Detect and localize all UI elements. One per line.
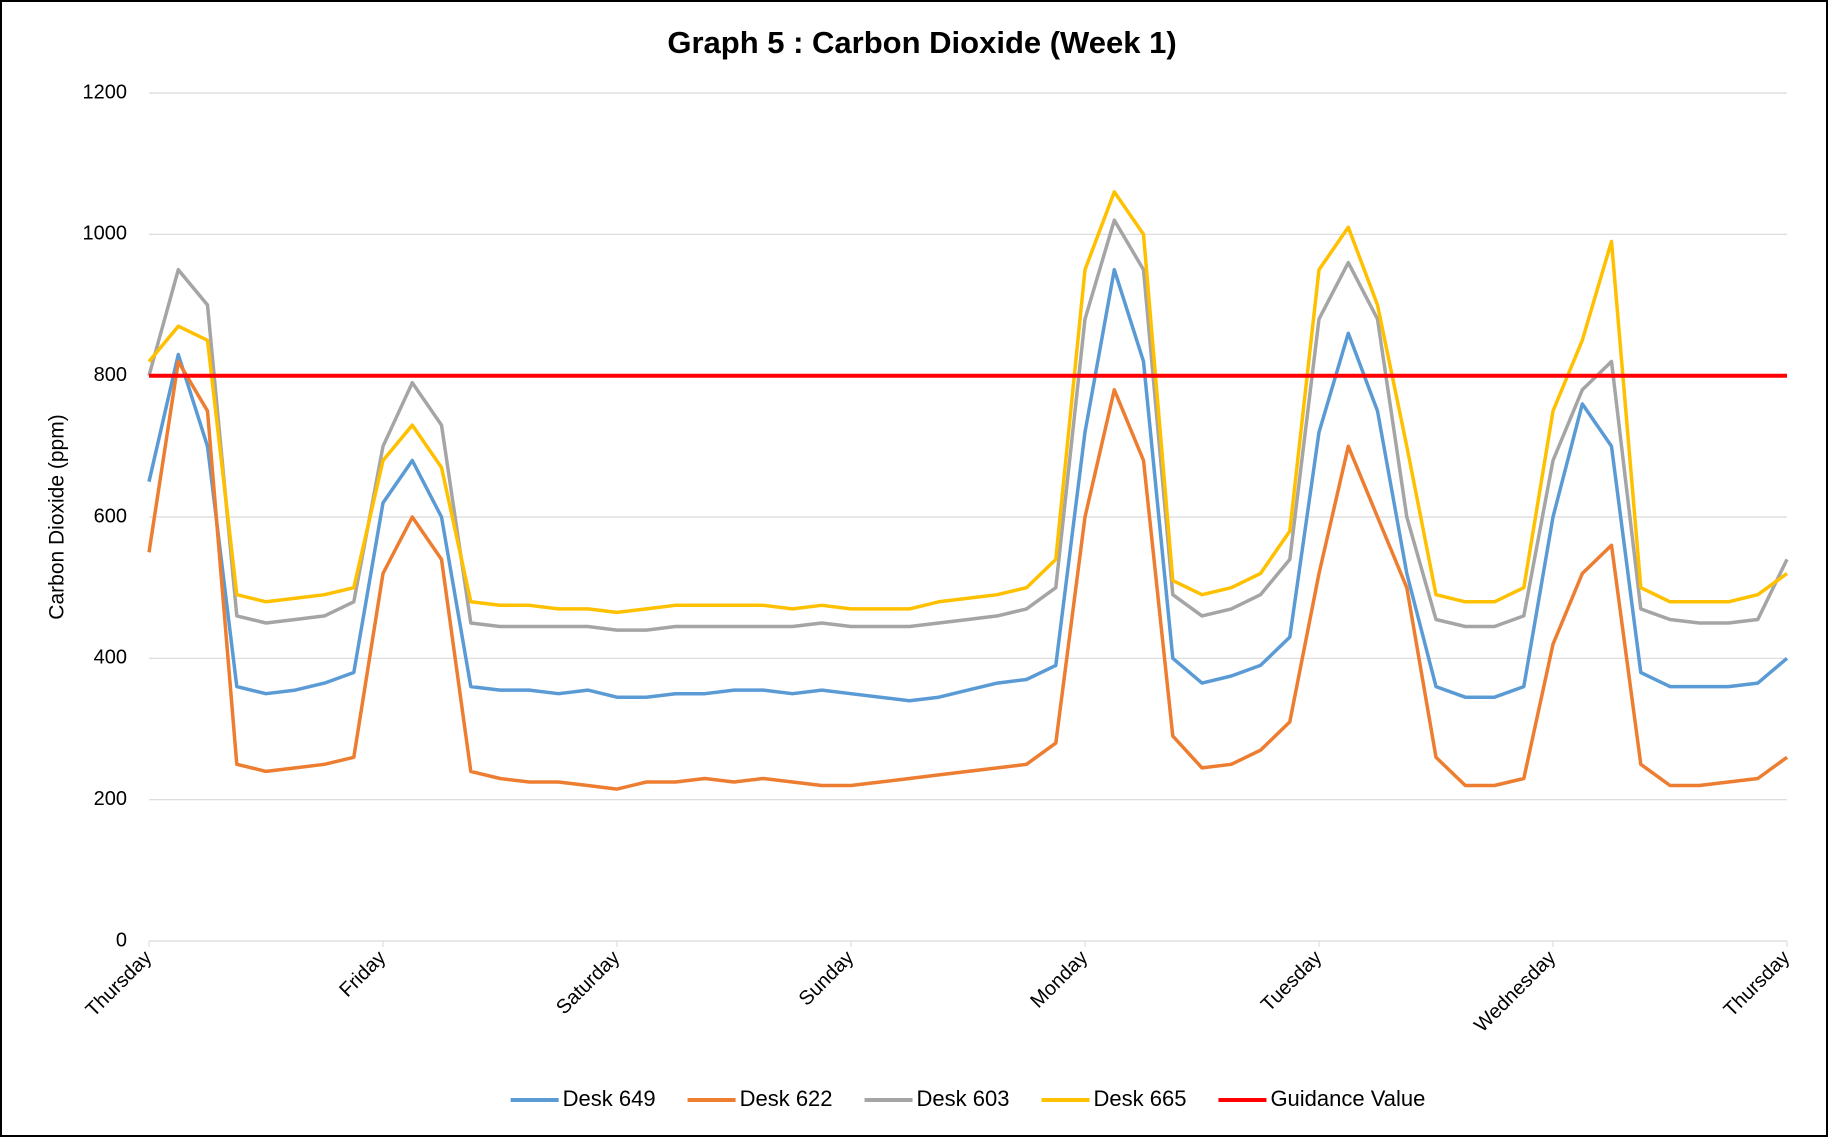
series-line	[147, 359, 1789, 791]
legend: Desk 649 Desk 622 Desk 603 Desk 665 Guidance…	[510, 1086, 1425, 1111]
y-tick-label: 1000	[83, 223, 128, 245]
legend-label: Guidance Value	[1270, 1086, 1425, 1111]
legend-label: Desk 665	[1093, 1086, 1186, 1111]
legend-label: Desk 649	[563, 1086, 656, 1111]
y-tick-label: 600	[94, 505, 127, 527]
y-tick-label: 200	[94, 788, 127, 810]
legend-label: Desk 622	[740, 1086, 833, 1111]
series-line	[147, 267, 1789, 703]
chart-title: Graph 5 : Carbon Dioxide (Week 1)	[667, 25, 1176, 60]
legend-label: Desk 603	[917, 1086, 1010, 1111]
y-tick-label: 0	[116, 929, 127, 951]
y-tick-label: 1200	[83, 81, 128, 103]
y-axis-label: Carbon Dioxide (ppm)	[46, 414, 69, 619]
y-tick-label: 400	[94, 647, 127, 669]
series-line	[147, 190, 1789, 615]
y-tick-label: 800	[94, 364, 127, 386]
series-line	[147, 218, 1789, 632]
